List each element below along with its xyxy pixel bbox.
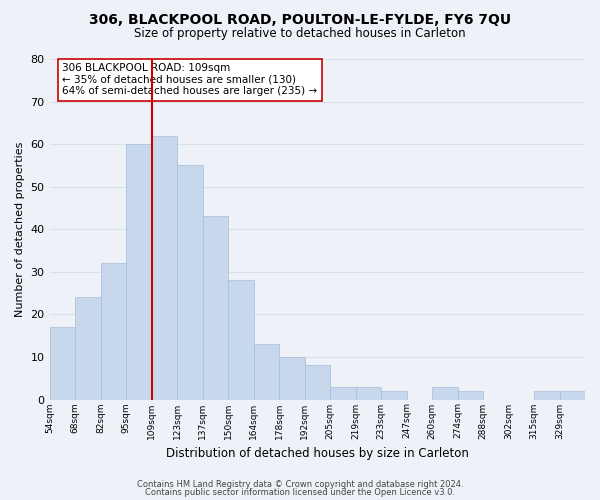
Text: 306 BLACKPOOL ROAD: 109sqm
← 35% of detached houses are smaller (130)
64% of sem: 306 BLACKPOOL ROAD: 109sqm ← 35% of deta… (62, 64, 317, 96)
Bar (75, 298, 101, 400)
Bar (330, 386, 356, 400)
Text: Size of property relative to detached houses in Carleton: Size of property relative to detached ho… (134, 28, 466, 40)
Bar (432, 386, 458, 400)
Bar (50, 327, 75, 400)
Text: Contains HM Land Registry data © Crown copyright and database right 2024.: Contains HM Land Registry data © Crown c… (137, 480, 463, 489)
X-axis label: Distribution of detached houses by size in Carleton: Distribution of detached houses by size … (166, 447, 469, 460)
Bar (458, 391, 483, 400)
Y-axis label: Number of detached properties: Number of detached properties (15, 142, 25, 317)
Text: 306, BLACKPOOL ROAD, POULTON-LE-FYLDE, FY6 7QU: 306, BLACKPOOL ROAD, POULTON-LE-FYLDE, F… (89, 12, 511, 26)
Bar (152, 136, 177, 400)
Bar (381, 391, 407, 400)
Bar (279, 357, 305, 400)
Bar (228, 280, 254, 400)
Text: Contains public sector information licensed under the Open Licence v3.0.: Contains public sector information licen… (145, 488, 455, 497)
Bar (203, 216, 228, 400)
Bar (305, 366, 330, 400)
Bar (177, 166, 203, 400)
Bar (534, 391, 560, 400)
Bar (126, 144, 152, 400)
Bar (101, 264, 126, 400)
Bar (560, 391, 585, 400)
Bar (356, 386, 381, 400)
Bar (254, 344, 279, 400)
